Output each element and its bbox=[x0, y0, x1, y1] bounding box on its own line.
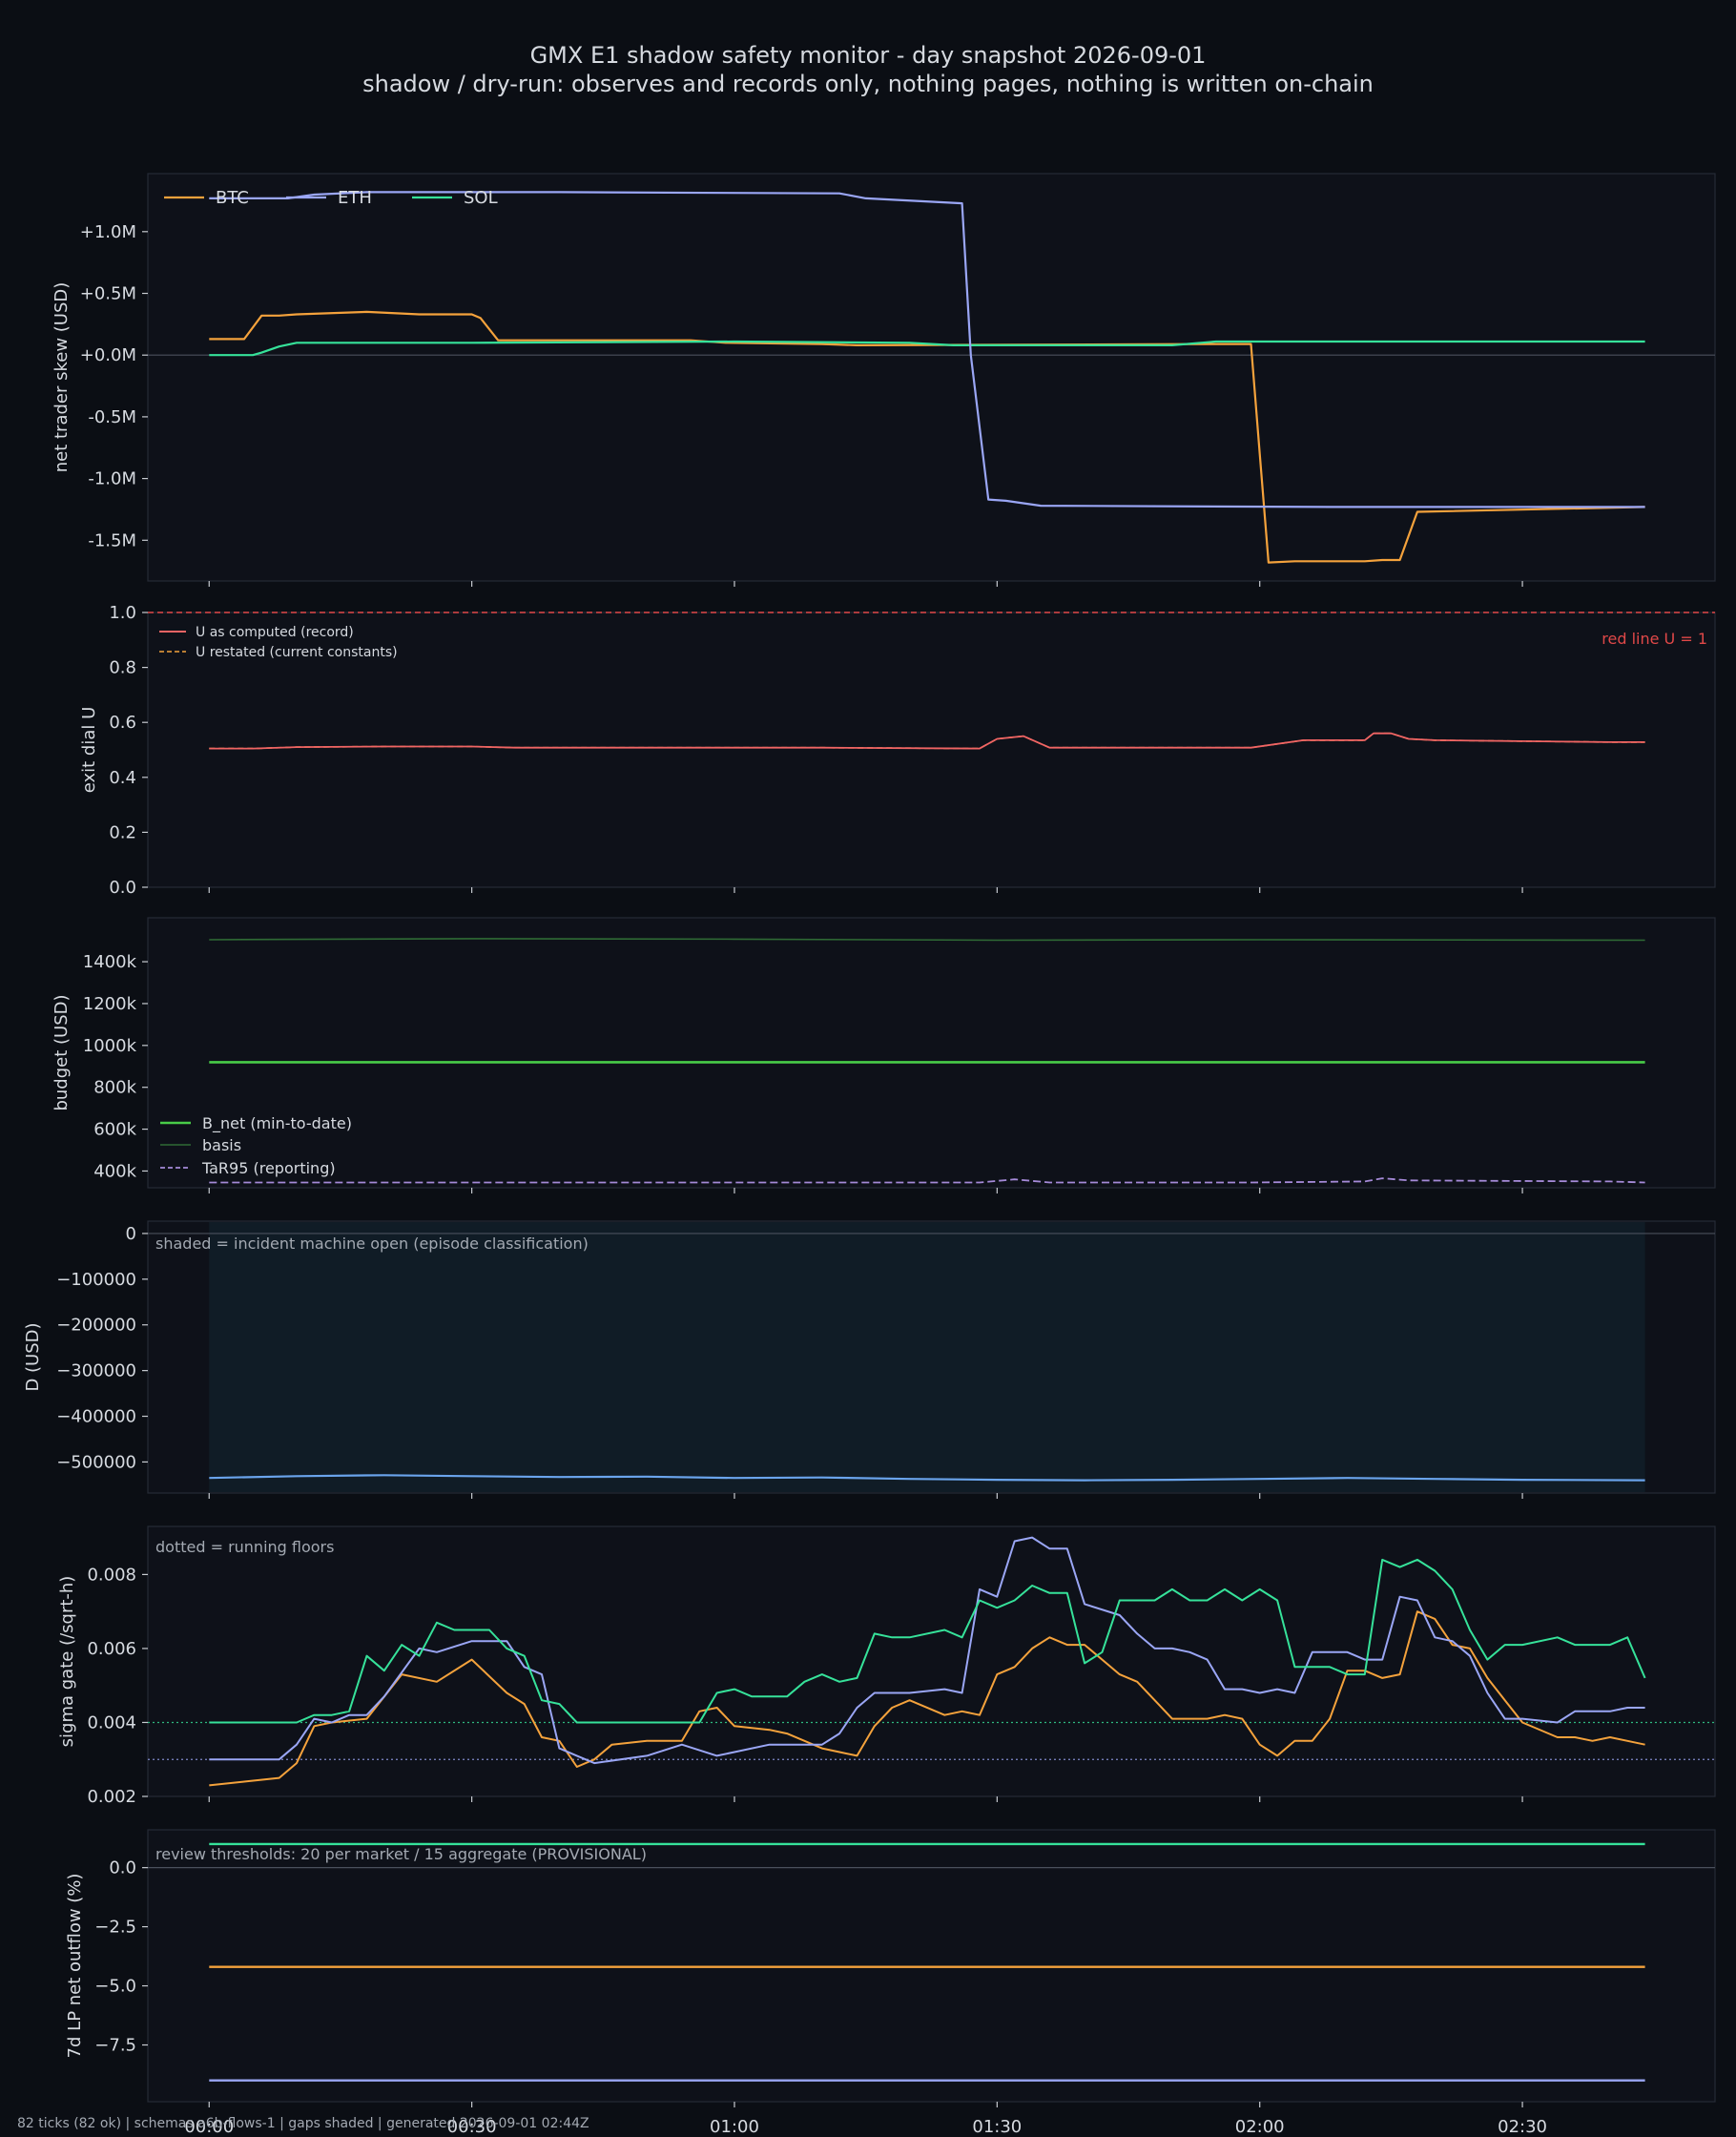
footer-status: 82 ticks (82 ok) | schemas a6b-flows-1 |… bbox=[17, 2116, 589, 2131]
legend-label-basis: basis bbox=[202, 1136, 241, 1154]
thresholds-annotation: review thresholds: 20 per market / 15 ag… bbox=[155, 1845, 647, 1863]
series-basis-line bbox=[209, 938, 1645, 942]
legend-label-sol: SOL bbox=[464, 188, 498, 208]
panel-frame bbox=[147, 1525, 1716, 1797]
y-axis-label: exit dial U bbox=[79, 707, 99, 794]
y-tick-label: 0.002 bbox=[87, 1787, 136, 1807]
y-axis-label: D (USD) bbox=[23, 1322, 43, 1391]
x-tick-label: 01:30 bbox=[972, 2117, 1022, 2137]
x-tick-label: 02:00 bbox=[1235, 2117, 1285, 2137]
y-axis-label: sigma gate (/sqrt-h) bbox=[57, 1576, 77, 1748]
panel-frame bbox=[147, 612, 1716, 888]
y-axis-label: budget (USD) bbox=[52, 994, 72, 1110]
y-tick-label: 1200k bbox=[83, 994, 137, 1014]
y-tick-label: -1.5M bbox=[88, 530, 136, 550]
y-tick-label: −2.5 bbox=[94, 1918, 136, 1938]
floors-annotation: dotted = running floors bbox=[155, 1538, 334, 1556]
y-tick-label: 1.0 bbox=[109, 603, 136, 623]
y-tick-label: 600k bbox=[93, 1120, 136, 1140]
series-btc-line bbox=[209, 310, 1645, 564]
redline-annotation: red line U = 1 bbox=[1602, 630, 1707, 648]
panel-frame bbox=[147, 917, 1716, 1189]
incident-shaded-region bbox=[209, 1222, 1645, 1492]
legend-label-eth: ETH bbox=[338, 188, 372, 208]
panel-1: +1.0M +0.5M +0.0M -0.5M -1.0M -1.5M net trader… bbox=[52, 173, 1716, 587]
legend-label-tar95: TaR95 (reporting) bbox=[201, 1159, 336, 1177]
panel-frame bbox=[147, 173, 1716, 582]
panel-2: 1.0 0.8 0.6 0.4 0.2 0.0 exit dial U red line U … bbox=[79, 603, 1716, 898]
chart-subtitle: shadow / dry-run: observes and records o… bbox=[362, 71, 1374, 97]
incident-annotation: shaded = incident machine open (episode … bbox=[155, 1234, 589, 1253]
legend-label-btc: BTC bbox=[216, 188, 249, 208]
x-tick-label: 01:00 bbox=[710, 2117, 759, 2137]
series-sigma-eth-line bbox=[209, 1536, 1645, 1765]
y-tick-label: −200000 bbox=[56, 1316, 136, 1336]
y-tick-label: −5.0 bbox=[94, 1977, 136, 1997]
series-sigma-sol-line bbox=[209, 1558, 1646, 1724]
y-tick-label: +1.0M bbox=[80, 222, 136, 242]
series-group bbox=[209, 191, 1645, 564]
y-tick-label: 800k bbox=[93, 1078, 136, 1098]
y-tick-label: −300000 bbox=[56, 1361, 136, 1381]
y-tick-label: 400k bbox=[93, 1161, 136, 1181]
y-tick-label: −500000 bbox=[56, 1452, 136, 1472]
series-sigma-btc-line bbox=[209, 1610, 1645, 1787]
y-tick-label: 1400k bbox=[83, 952, 137, 972]
y-tick-label: −100000 bbox=[56, 1270, 136, 1290]
y-tick-label: 0 bbox=[126, 1224, 136, 1244]
series-tar95-line bbox=[209, 1177, 1645, 1184]
y-axis-label: net trader skew (USD) bbox=[52, 282, 72, 473]
y-tick-label: 1000k bbox=[83, 1036, 137, 1056]
y-tick-label: 0.4 bbox=[109, 768, 136, 788]
y-tick-label: -1.0M bbox=[88, 469, 136, 489]
y-tick-label: 0.6 bbox=[109, 713, 136, 733]
x-tick-label: 00:00 bbox=[184, 2117, 234, 2137]
y-tick-label: 0.004 bbox=[87, 1712, 136, 1732]
chart-title: GMX E1 shadow safety monitor - day snaps… bbox=[529, 42, 1207, 69]
panel-5: 0.008 0.006 0.004 0.002 sigma gate (/sqrt-h)… bbox=[57, 1525, 1716, 1807]
y-tick-label: 0.8 bbox=[109, 658, 136, 678]
x-tick-label: 02:30 bbox=[1498, 2117, 1547, 2137]
series-d-line bbox=[209, 1474, 1645, 1482]
y-tick-label: 0.008 bbox=[87, 1565, 136, 1585]
y-tick-label: +0.0M bbox=[80, 345, 136, 365]
panel-6: 0.0 −2.5 −5.0 −7.5 7d LP net outflow (%) revi… bbox=[65, 1829, 1716, 2107]
y-tick-label: 0.0 bbox=[109, 878, 136, 898]
y-tick-label: 0.0 bbox=[109, 1858, 136, 1878]
y-tick-label: 0.2 bbox=[109, 822, 136, 842]
series-group bbox=[209, 1536, 1646, 1787]
panel-3: 1400k 1200k 1000k 800k 600k 400k budget (USD) B… bbox=[52, 917, 1716, 1193]
y-tick-label: −400000 bbox=[56, 1407, 136, 1427]
series-u-record-line bbox=[209, 732, 1645, 750]
y-tick-label: 0.006 bbox=[87, 1639, 136, 1659]
legend-label-u-restated: U restated (current constants) bbox=[196, 645, 398, 660]
y-tick-label: −7.5 bbox=[94, 2036, 136, 2056]
y-tick-label: -0.5M bbox=[88, 407, 136, 427]
series-sol-line bbox=[209, 340, 1645, 357]
legend-label-b-net: B_net (min-to-date) bbox=[202, 1114, 352, 1133]
legend-label-u-record: U as computed (record) bbox=[196, 625, 354, 640]
series-eth-line bbox=[209, 191, 1645, 508]
x-tick-label: 00:30 bbox=[447, 2117, 497, 2137]
panel-4: 0 −100000 −200000 −300000 −400000 −500000 D (U… bbox=[23, 1220, 1716, 1499]
y-tick-label: +0.5M bbox=[80, 284, 136, 304]
y-axis-label: 7d LP net outflow (%) bbox=[65, 1874, 85, 2059]
